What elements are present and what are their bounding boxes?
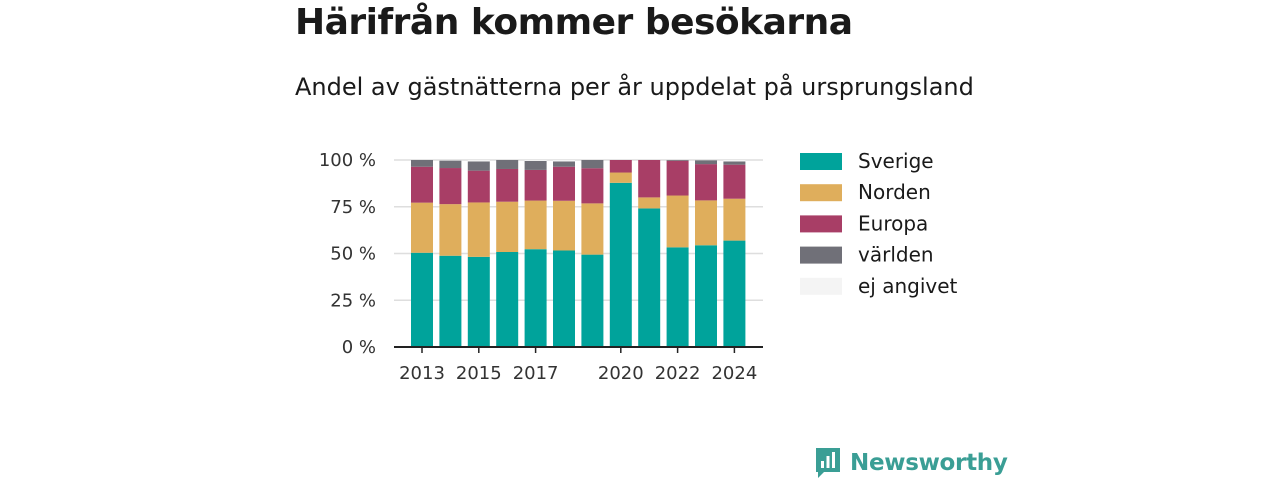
bar-segment: [411, 252, 433, 347]
bar-segment: [695, 245, 717, 347]
bar-segment: [439, 160, 462, 169]
legend-label: världen: [858, 243, 934, 267]
bar-segment: [524, 169, 547, 201]
bar-segment: [439, 255, 462, 347]
x-tick-label: 2022: [655, 363, 701, 384]
bars: [411, 160, 746, 347]
x-tick-label: 2015: [456, 363, 502, 384]
bar-segment: [524, 200, 547, 250]
bar-segment: [411, 166, 433, 203]
bar-segment: [609, 160, 632, 173]
legend-swatch: [800, 246, 842, 264]
bar-segment: [411, 202, 433, 253]
bar-segment: [695, 200, 717, 246]
legend-swatch: [800, 153, 842, 170]
bar-segment: [524, 160, 547, 161]
bar-segment: [439, 204, 462, 256]
legend-swatch: [800, 215, 842, 233]
y-tick-label: 50 %: [330, 244, 376, 265]
chart-subtitle: Andel av gästnätterna per år uppdelat på…: [295, 73, 974, 101]
legend-swatch: [800, 184, 842, 202]
bar-segment: [666, 247, 689, 347]
legend-swatch: [800, 277, 842, 295]
y-tick-label: 75 %: [330, 197, 376, 218]
x-tick-label: 2020: [598, 363, 644, 384]
bar-segment: [553, 160, 575, 162]
bar-segment: [666, 160, 689, 196]
bar-segment: [723, 161, 746, 165]
bar-segment: [467, 160, 490, 162]
chart-title: Härifrån kommer besökarna: [295, 2, 853, 43]
bar-segment: [723, 160, 746, 162]
bar-segment: [467, 256, 490, 347]
bar-segment: [666, 160, 689, 161]
legend-label: Norden: [858, 180, 931, 204]
bar-segment: [581, 254, 604, 347]
axes: 0 % 25 % 50 % 75 % 100 % 2013 2015 2017 2020 2022…: [319, 150, 763, 384]
bar-segment: [581, 203, 604, 255]
bar-segment: [581, 160, 604, 169]
bar-segment: [638, 197, 661, 209]
x-tick-label: 2017: [513, 363, 559, 384]
bar-segment: [553, 250, 575, 347]
bar-segment: [467, 202, 490, 257]
x-tick-label: 2013: [399, 363, 445, 384]
y-tick-label: 25 %: [330, 290, 376, 311]
legend-label: ej angivet: [858, 274, 958, 298]
bar-segment: [638, 160, 661, 198]
stacked-bar-chart: 0 % 25 % 50 % 75 % 100 % 2013 2015 2017 2020 2022…: [319, 149, 958, 384]
bar-segment: [496, 252, 519, 347]
bar-segment: [723, 198, 746, 241]
bar-segment: [609, 182, 632, 347]
bar-segment: [609, 172, 632, 183]
newsworthy-chart-icon: [816, 448, 840, 478]
logo-text: Newsworthy: [850, 450, 1008, 476]
bar-segment: [553, 166, 575, 201]
bar-segment: [524, 249, 547, 347]
legend-label: Europa: [858, 211, 928, 235]
bar-segment: [638, 208, 661, 347]
y-tick-label: 0 %: [342, 337, 376, 358]
bar-segment: [553, 200, 575, 251]
bar-segment: [524, 160, 547, 170]
bar-segment: [723, 240, 746, 347]
bar-segment: [467, 170, 490, 203]
newsworthy-logo: Newsworthy: [814, 446, 1008, 480]
bar-segment: [496, 160, 519, 169]
bar-segment: [467, 161, 490, 171]
bar-segment: [439, 160, 462, 161]
y-tick-label: 100 %: [319, 150, 376, 171]
bar-segment: [581, 168, 604, 204]
bar-segment: [666, 195, 689, 248]
x-tick-label: 2024: [711, 363, 757, 384]
bar-segment: [496, 201, 519, 253]
bar-segment: [695, 164, 717, 201]
legend-label: Sverige: [858, 149, 934, 173]
bar-segment: [496, 168, 519, 202]
bar-segment: [411, 160, 433, 167]
bar-segment: [439, 168, 462, 205]
bar-segment: [553, 161, 575, 167]
bar-segment: [695, 160, 717, 165]
bar-segment: [723, 164, 746, 199]
legend: Sverige Norden Europa världen ej angivet: [800, 149, 958, 298]
